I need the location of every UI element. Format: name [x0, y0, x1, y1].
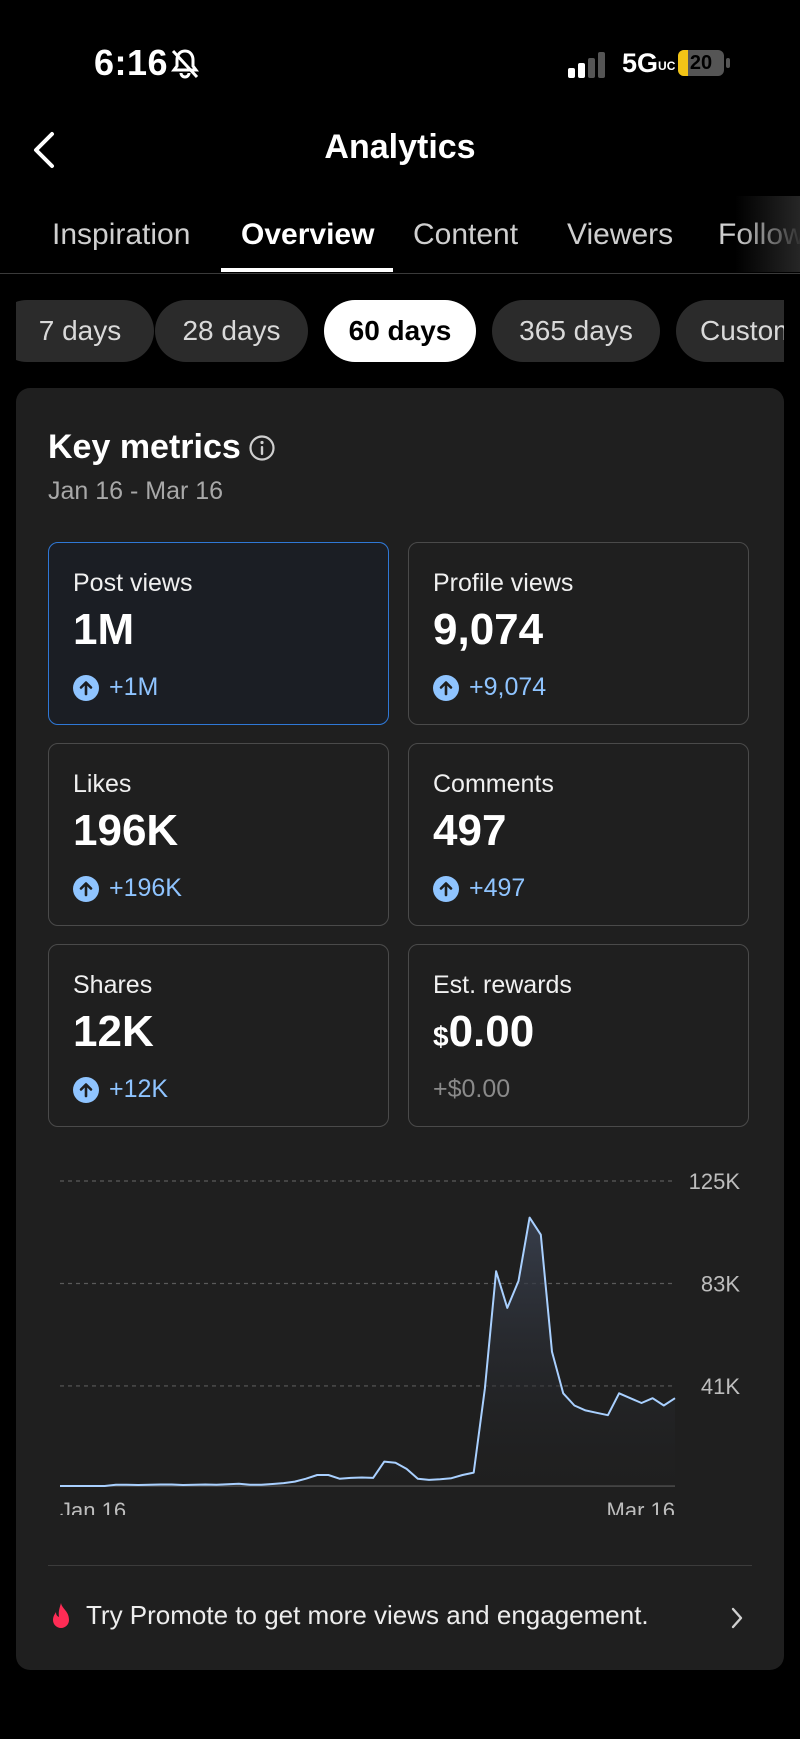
promote-banner[interactable]: Try Promote to get more views and engage…: [46, 1600, 752, 1640]
metric-delta-text: +1M: [109, 673, 159, 701]
metric-value: 1M: [73, 605, 135, 654]
metric-tile-post-views[interactable]: Post views 1M +1M: [48, 542, 389, 725]
currency-symbol: $: [433, 1021, 449, 1052]
key-metrics-title: Key metrics: [48, 428, 241, 466]
battery-level: 20: [689, 52, 713, 74]
range-28-days[interactable]: 28 days: [155, 300, 308, 362]
range-7-days[interactable]: 7 days: [16, 300, 154, 362]
tab-viewers[interactable]: Viewers: [567, 218, 674, 251]
network-label: 5GUC: [622, 48, 676, 78]
status-time: 6:16: [94, 42, 169, 83]
arrow-up-circle-icon: [73, 1076, 99, 1103]
range-60-days[interactable]: 60 days: [324, 300, 476, 362]
back-arrow-icon[interactable]: [30, 130, 56, 170]
metric-delta-text: +$0.00: [433, 1075, 511, 1103]
tab-scroll-fade: [735, 196, 800, 272]
metric-delta-text: +12K: [109, 1075, 169, 1103]
metric-delta: +497: [433, 874, 525, 903]
key-metrics-date-range: Jan 16 - Mar 16: [48, 477, 224, 505]
bell-muted-icon: [171, 49, 199, 79]
tab-inspiration[interactable]: Inspiration: [52, 218, 191, 251]
chart-area: [60, 1217, 675, 1486]
y-tick-label: 83K: [701, 1271, 740, 1296]
info-icon[interactable]: [248, 434, 276, 462]
date-range-selector: 7 days 28 days 60 days 365 days Custom: [16, 300, 784, 362]
analytics-tabs: Inspiration Overview Content Viewers Fol…: [0, 210, 800, 274]
arrow-up-circle-icon: [73, 674, 99, 701]
metric-delta-text: +196K: [109, 874, 182, 902]
tab-active-indicator: [221, 268, 393, 272]
metric-label: Comments: [433, 770, 554, 798]
metric-label: Post views: [73, 569, 193, 597]
metric-tile-shares[interactable]: Shares 12K +12K: [48, 944, 389, 1127]
metric-value: 9,074: [433, 605, 544, 654]
chart-series-line: [60, 1216, 676, 1487]
metric-value: 12K: [73, 1007, 154, 1056]
metric-tile-est-rewards[interactable]: Est. rewards $0.00 +$0.00: [408, 944, 749, 1127]
metric-tile-profile-views[interactable]: Profile views 9,074 +9,074: [408, 542, 749, 725]
metric-delta-text: +497: [469, 874, 526, 902]
metric-label: Est. rewards: [433, 971, 572, 999]
x-tick-label: Mar 16: [607, 1498, 675, 1515]
arrow-up-circle-icon: [73, 875, 99, 902]
range-365-days[interactable]: 365 days: [492, 300, 660, 362]
metric-value-number: 0.00: [448, 1007, 535, 1056]
metric-tile-comments[interactable]: Comments 497 +497: [408, 743, 749, 926]
arrow-up-circle-icon: [433, 674, 459, 701]
metric-value: 196K: [73, 806, 179, 855]
metric-tile-likes[interactable]: Likes 196K +196K: [48, 743, 389, 926]
post-views-chart: 125K 83K 41K Jan 16 Mar 16: [60, 1169, 741, 1515]
metric-label: Shares: [73, 971, 153, 999]
tab-content[interactable]: Content: [413, 218, 519, 251]
tab-overview[interactable]: Overview: [241, 218, 375, 251]
range-custom[interactable]: Custom: [676, 300, 784, 362]
promote-text: Try Promote to get more views and engage…: [86, 1600, 649, 1630]
signal-icon: [568, 52, 605, 78]
metric-delta-text: +9,074: [469, 673, 547, 701]
promo-divider: [48, 1565, 752, 1566]
flame-icon: [53, 1603, 69, 1628]
battery-icon: 20: [678, 50, 730, 76]
metric-value: $0.00: [433, 1007, 534, 1057]
metric-label: Likes: [73, 770, 132, 798]
y-tick-label: 41K: [701, 1374, 740, 1399]
y-tick-label: 125K: [689, 1169, 741, 1194]
metric-value: 497: [433, 806, 507, 855]
metric-delta: +9,074: [433, 673, 546, 702]
x-tick-label: Jan 16: [60, 1498, 126, 1515]
metric-delta: +$0.00: [433, 1075, 510, 1104]
page-title: Analytics: [324, 128, 476, 166]
tab-divider: [0, 273, 800, 274]
metric-label: Profile views: [433, 569, 574, 597]
arrow-up-circle-icon: [433, 875, 459, 902]
chevron-right-icon: [731, 1607, 743, 1629]
metric-delta: +12K: [73, 1075, 168, 1104]
metric-delta: +1M: [73, 673, 158, 702]
metric-delta: +196K: [73, 874, 182, 903]
